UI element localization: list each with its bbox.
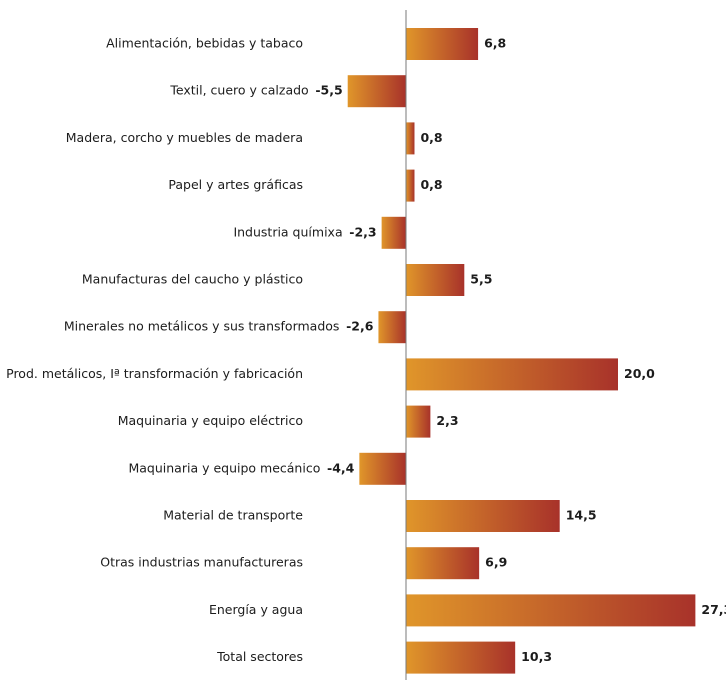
bar	[359, 452, 406, 485]
category-label: Alimentación, bebidas y tabaco	[106, 36, 303, 51]
bar	[378, 311, 406, 344]
data-label: -2,3	[349, 224, 376, 239]
data-label: 27,3	[701, 602, 726, 617]
data-label: -5,5	[315, 83, 342, 98]
bar	[406, 169, 415, 202]
data-label: 14,5	[566, 508, 597, 523]
data-label: 0,8	[420, 130, 442, 145]
data-label: 6,9	[485, 555, 507, 570]
bar	[406, 358, 618, 391]
category-label: Maquinaria y equipo mecánico	[128, 460, 320, 475]
data-label: -2,6	[346, 319, 374, 334]
category-label: Industria químixa	[233, 224, 342, 239]
category-label: Textil, cuero y calzado	[169, 83, 308, 98]
category-label: Madera, corcho y muebles de madera	[66, 130, 303, 145]
category-label: Prod. metálicos, Iª transformación y fab…	[6, 366, 303, 381]
bar	[347, 75, 406, 108]
category-label: Maquinaria y equipo eléctrico	[118, 413, 303, 428]
category-label: Otras industrias manufactureras	[100, 555, 303, 570]
category-label: Material de transporte	[163, 508, 303, 523]
bar	[406, 594, 696, 627]
bar	[406, 264, 465, 296]
bar	[406, 641, 516, 674]
data-label: 5,5	[470, 272, 492, 287]
category-label: Manufacturas del caucho y plástico	[82, 272, 303, 287]
data-label: -4,4	[327, 460, 355, 475]
bar	[406, 122, 415, 155]
data-label: 2,3	[436, 413, 458, 428]
bar	[406, 28, 479, 60]
bar	[406, 500, 560, 532]
data-label: 10,3	[521, 649, 552, 664]
data-label: 20,0	[624, 366, 655, 381]
data-label: 6,8	[484, 36, 506, 51]
bar	[406, 547, 480, 580]
bar	[381, 216, 406, 249]
category-label: Total sectores	[216, 649, 303, 664]
category-label: Minerales no metálicos y sus transformad…	[64, 319, 340, 334]
category-label: Papel y artes gráficas	[168, 177, 303, 192]
bar	[406, 405, 431, 438]
category-label: Energía y agua	[209, 602, 303, 617]
data-label: 0,8	[420, 177, 442, 192]
